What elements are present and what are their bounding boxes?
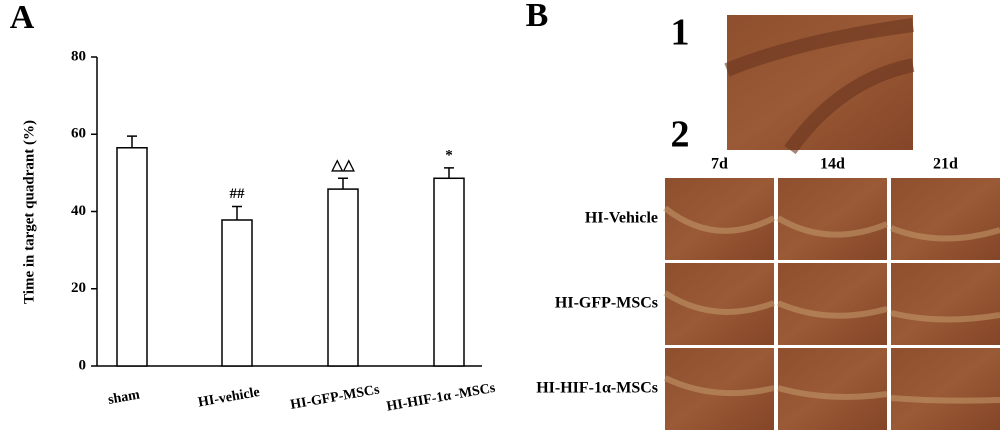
column-header: 7d bbox=[711, 156, 728, 173]
panel-label: B bbox=[526, 0, 549, 34]
micrograph bbox=[778, 178, 887, 260]
x-tick-label: sham bbox=[107, 388, 141, 408]
panel-label: A bbox=[10, 0, 35, 36]
significance-mark: △△ bbox=[330, 158, 355, 174]
section-label: 1 bbox=[671, 12, 690, 54]
significance-mark: ## bbox=[230, 186, 246, 202]
error-bar bbox=[127, 135, 137, 148]
micrograph-texture bbox=[890, 310, 1000, 323]
micrograph bbox=[778, 348, 887, 430]
row-label: HI-Vehicle bbox=[585, 210, 658, 227]
x-tick-label: HI-GFP-MSCs bbox=[289, 382, 381, 413]
y-tick-label: 80 bbox=[71, 48, 86, 64]
micrograph-texture bbox=[776, 215, 889, 238]
column-header: 14d bbox=[820, 156, 845, 173]
micrograph bbox=[891, 263, 1000, 345]
micrograph bbox=[724, 15, 915, 155]
y-tick-label: 40 bbox=[71, 203, 86, 219]
micrograph bbox=[778, 263, 887, 345]
micrograph-texture bbox=[663, 375, 775, 397]
significance-mark: * bbox=[445, 147, 453, 163]
x-tick-label: HI-HIF-1α -MSCs bbox=[385, 381, 497, 415]
y-axis-label: Time in target quadrant (%) bbox=[21, 120, 37, 304]
error-bar bbox=[444, 167, 454, 179]
row-label: HI-GFP-MSCs bbox=[555, 295, 658, 312]
section-label: 2 bbox=[671, 114, 690, 156]
bar bbox=[433, 177, 465, 367]
bar bbox=[327, 188, 359, 367]
micrograph-texture bbox=[663, 290, 776, 315]
y-tick-label: 20 bbox=[71, 280, 86, 296]
micrograph-texture bbox=[890, 395, 1000, 404]
micrograph-texture bbox=[776, 300, 888, 319]
column-header: 21d bbox=[933, 156, 958, 173]
micrograph-texture bbox=[777, 385, 888, 400]
x-tick-label: HI-vehicle bbox=[197, 385, 261, 411]
micrograph bbox=[891, 348, 1000, 430]
y-tick-label: 0 bbox=[79, 357, 87, 373]
row-label: HI-HIF-1α-MSCs bbox=[536, 380, 658, 397]
error-bar bbox=[338, 177, 348, 190]
y-tick-label: 60 bbox=[71, 126, 86, 142]
bar bbox=[116, 147, 148, 367]
micrograph-texture bbox=[889, 225, 1000, 242]
bar bbox=[221, 219, 253, 367]
error-bar bbox=[232, 205, 242, 220]
micrograph bbox=[891, 178, 1000, 260]
micrograph-texture bbox=[663, 205, 776, 234]
